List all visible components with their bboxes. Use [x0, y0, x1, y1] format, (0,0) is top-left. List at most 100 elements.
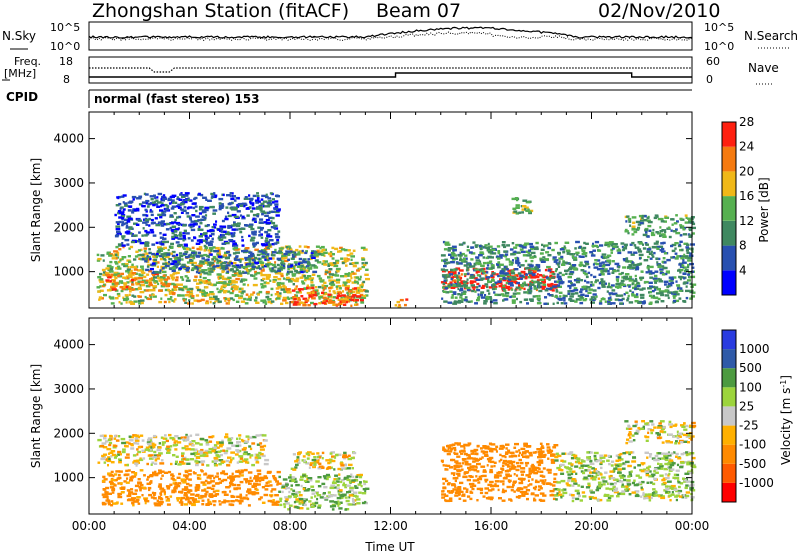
echo-cell	[191, 225, 194, 228]
echo-cell	[286, 296, 290, 299]
echo-cell	[149, 257, 152, 261]
echo-cell	[236, 495, 240, 498]
echo-cell	[171, 276, 176, 279]
echo-cell	[259, 207, 263, 210]
echo-cell	[131, 471, 135, 474]
echo-cell	[174, 288, 178, 291]
echo-cell	[98, 298, 101, 301]
echo-cell	[247, 492, 252, 495]
echo-cell	[681, 264, 685, 267]
echo-cell	[192, 255, 195, 258]
echo-cell	[489, 260, 493, 263]
echo-cell	[157, 221, 162, 224]
echo-cell	[277, 277, 282, 281]
echo-cell	[529, 276, 533, 279]
echo-cell	[256, 197, 260, 200]
echo-cell	[638, 250, 643, 253]
echo-cell	[283, 505, 286, 509]
echo-cell	[198, 263, 202, 266]
echo-cell	[156, 265, 159, 268]
echo-cell	[264, 214, 269, 217]
echo-cell	[271, 216, 275, 220]
echo-cell	[237, 475, 241, 478]
echo-cell	[659, 291, 664, 294]
echo-cell	[181, 195, 186, 198]
echo-cell	[241, 235, 244, 239]
echo-cell	[230, 262, 234, 265]
echo-cell	[342, 454, 348, 457]
echo-cell	[241, 202, 247, 205]
echo-cell	[211, 484, 216, 487]
echo-cell	[574, 279, 580, 282]
echo-cell	[176, 197, 181, 201]
echo-cell	[470, 273, 474, 277]
echo-cell	[105, 273, 111, 277]
echo-cell	[291, 289, 296, 292]
echo-cell	[260, 202, 265, 206]
echo-cell	[240, 292, 244, 295]
echo-cell	[319, 246, 322, 250]
echo-cell	[331, 253, 335, 256]
echo-cell	[263, 221, 268, 224]
echo-cell	[307, 477, 313, 480]
echo-cell	[161, 240, 166, 244]
echo-cell	[255, 207, 261, 210]
echo-cell	[672, 296, 676, 299]
echo-cell	[510, 261, 514, 265]
echo-cell	[164, 434, 167, 437]
echo-cell	[321, 451, 325, 455]
echo-cell	[661, 250, 666, 253]
echo-cell	[230, 269, 232, 272]
echo-cell	[690, 295, 695, 298]
echo-cell	[685, 246, 689, 249]
echo-cell	[138, 302, 142, 305]
echo-cell	[231, 279, 236, 283]
echo-cell	[486, 289, 490, 292]
echo-cell	[485, 256, 489, 260]
echo-cell	[120, 437, 126, 441]
echo-cell	[237, 274, 243, 277]
echo-cell	[184, 255, 190, 259]
echo-cell	[133, 300, 138, 303]
echo-cell	[486, 264, 490, 267]
echo-cell	[517, 262, 521, 265]
echo-cell	[335, 259, 340, 263]
echo-cell	[670, 256, 674, 259]
echo-cell	[503, 459, 508, 463]
echo-cell	[210, 196, 214, 199]
echo-cell	[582, 271, 586, 275]
echo-cell	[120, 217, 125, 220]
echo-cell	[162, 237, 167, 240]
echo-cell	[99, 280, 105, 284]
echo-cell	[191, 251, 196, 255]
echo-cell	[458, 243, 464, 246]
echo-cell	[480, 291, 485, 294]
echo-cell	[278, 490, 282, 493]
echo-cell	[125, 481, 130, 484]
echo-cell	[639, 293, 645, 297]
echo-cell	[340, 298, 346, 301]
echo-cell	[188, 484, 193, 487]
echo-cell	[641, 216, 644, 220]
echo-cell	[175, 241, 180, 244]
echo-cell	[268, 200, 272, 203]
echo-cell	[200, 481, 206, 484]
echo-cell	[162, 489, 166, 492]
echo-cell	[286, 291, 292, 294]
echo-cell	[133, 442, 137, 445]
echo-cell	[102, 475, 106, 479]
echo-cell	[190, 290, 193, 293]
echo-cell	[525, 201, 531, 204]
echo-cell	[678, 289, 682, 292]
echo-cell	[108, 492, 112, 495]
echo-cell	[125, 264, 129, 268]
echo-cell	[186, 474, 189, 478]
echo-cell	[159, 471, 162, 474]
echo-cell	[129, 435, 134, 439]
echo-cell	[122, 201, 125, 204]
echo-cell	[664, 216, 670, 219]
echo-cell	[171, 474, 175, 478]
echo-cell	[118, 244, 123, 247]
echo-cell	[114, 213, 117, 217]
echo-cell	[514, 250, 517, 253]
